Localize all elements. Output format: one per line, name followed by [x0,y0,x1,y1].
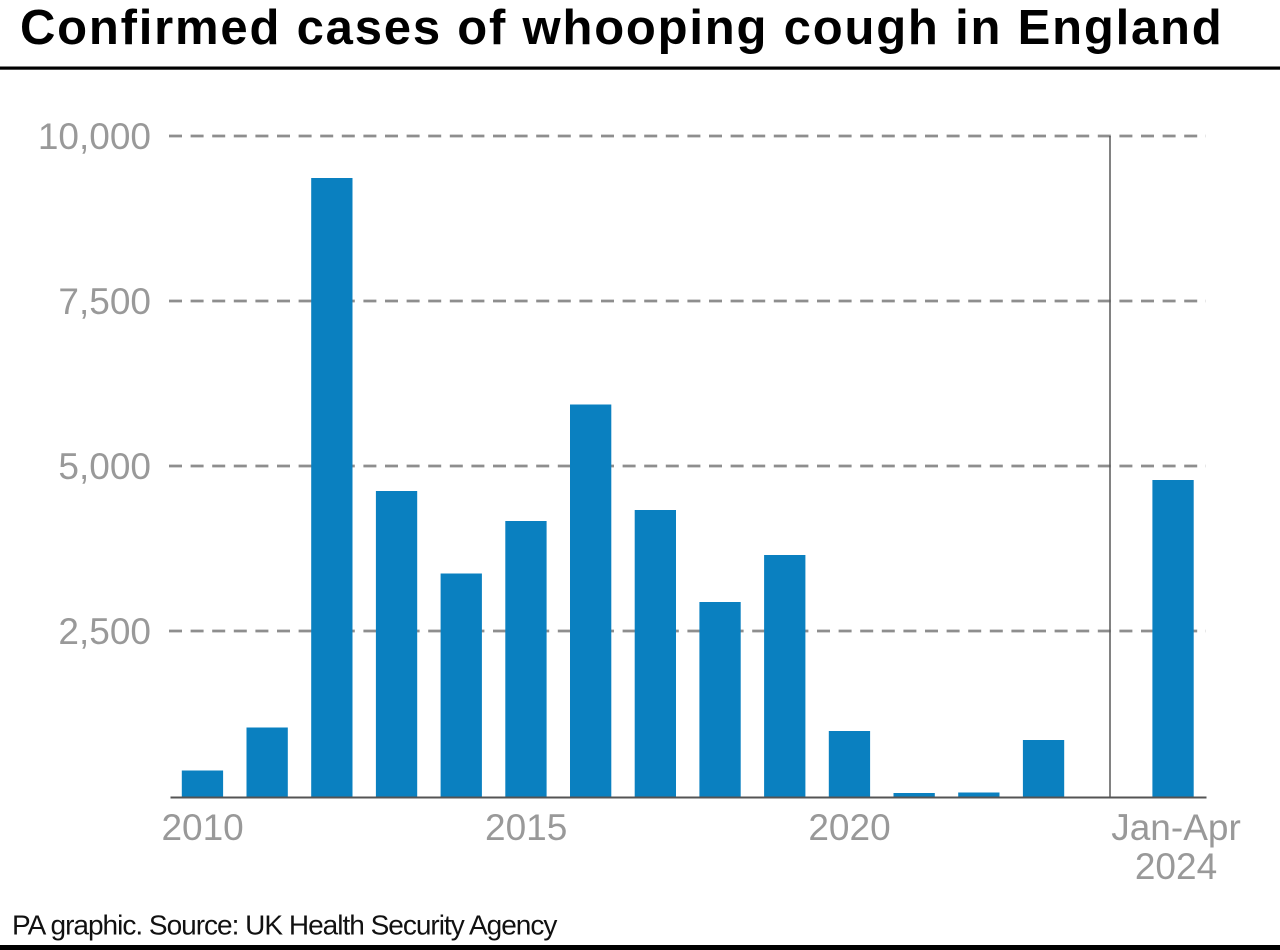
svg-text:10,000: 10,000 [38,116,151,157]
svg-text:2015: 2015 [485,807,567,848]
svg-text:2024: 2024 [1135,846,1217,887]
svg-text:5,000: 5,000 [58,446,151,487]
svg-text:PA graphic. Source: UK Health: PA graphic. Source: UK Health Security A… [12,910,557,941]
svg-text:2,500: 2,500 [58,611,151,652]
svg-text:2010: 2010 [161,807,243,848]
svg-text:2020: 2020 [808,807,890,848]
svg-text:Jan-Apr: Jan-Apr [1111,807,1241,848]
svg-text:Confirmed cases of whooping co: Confirmed cases of whooping cough in Eng… [20,1,1224,55]
svg-text:7,500: 7,500 [58,281,151,322]
